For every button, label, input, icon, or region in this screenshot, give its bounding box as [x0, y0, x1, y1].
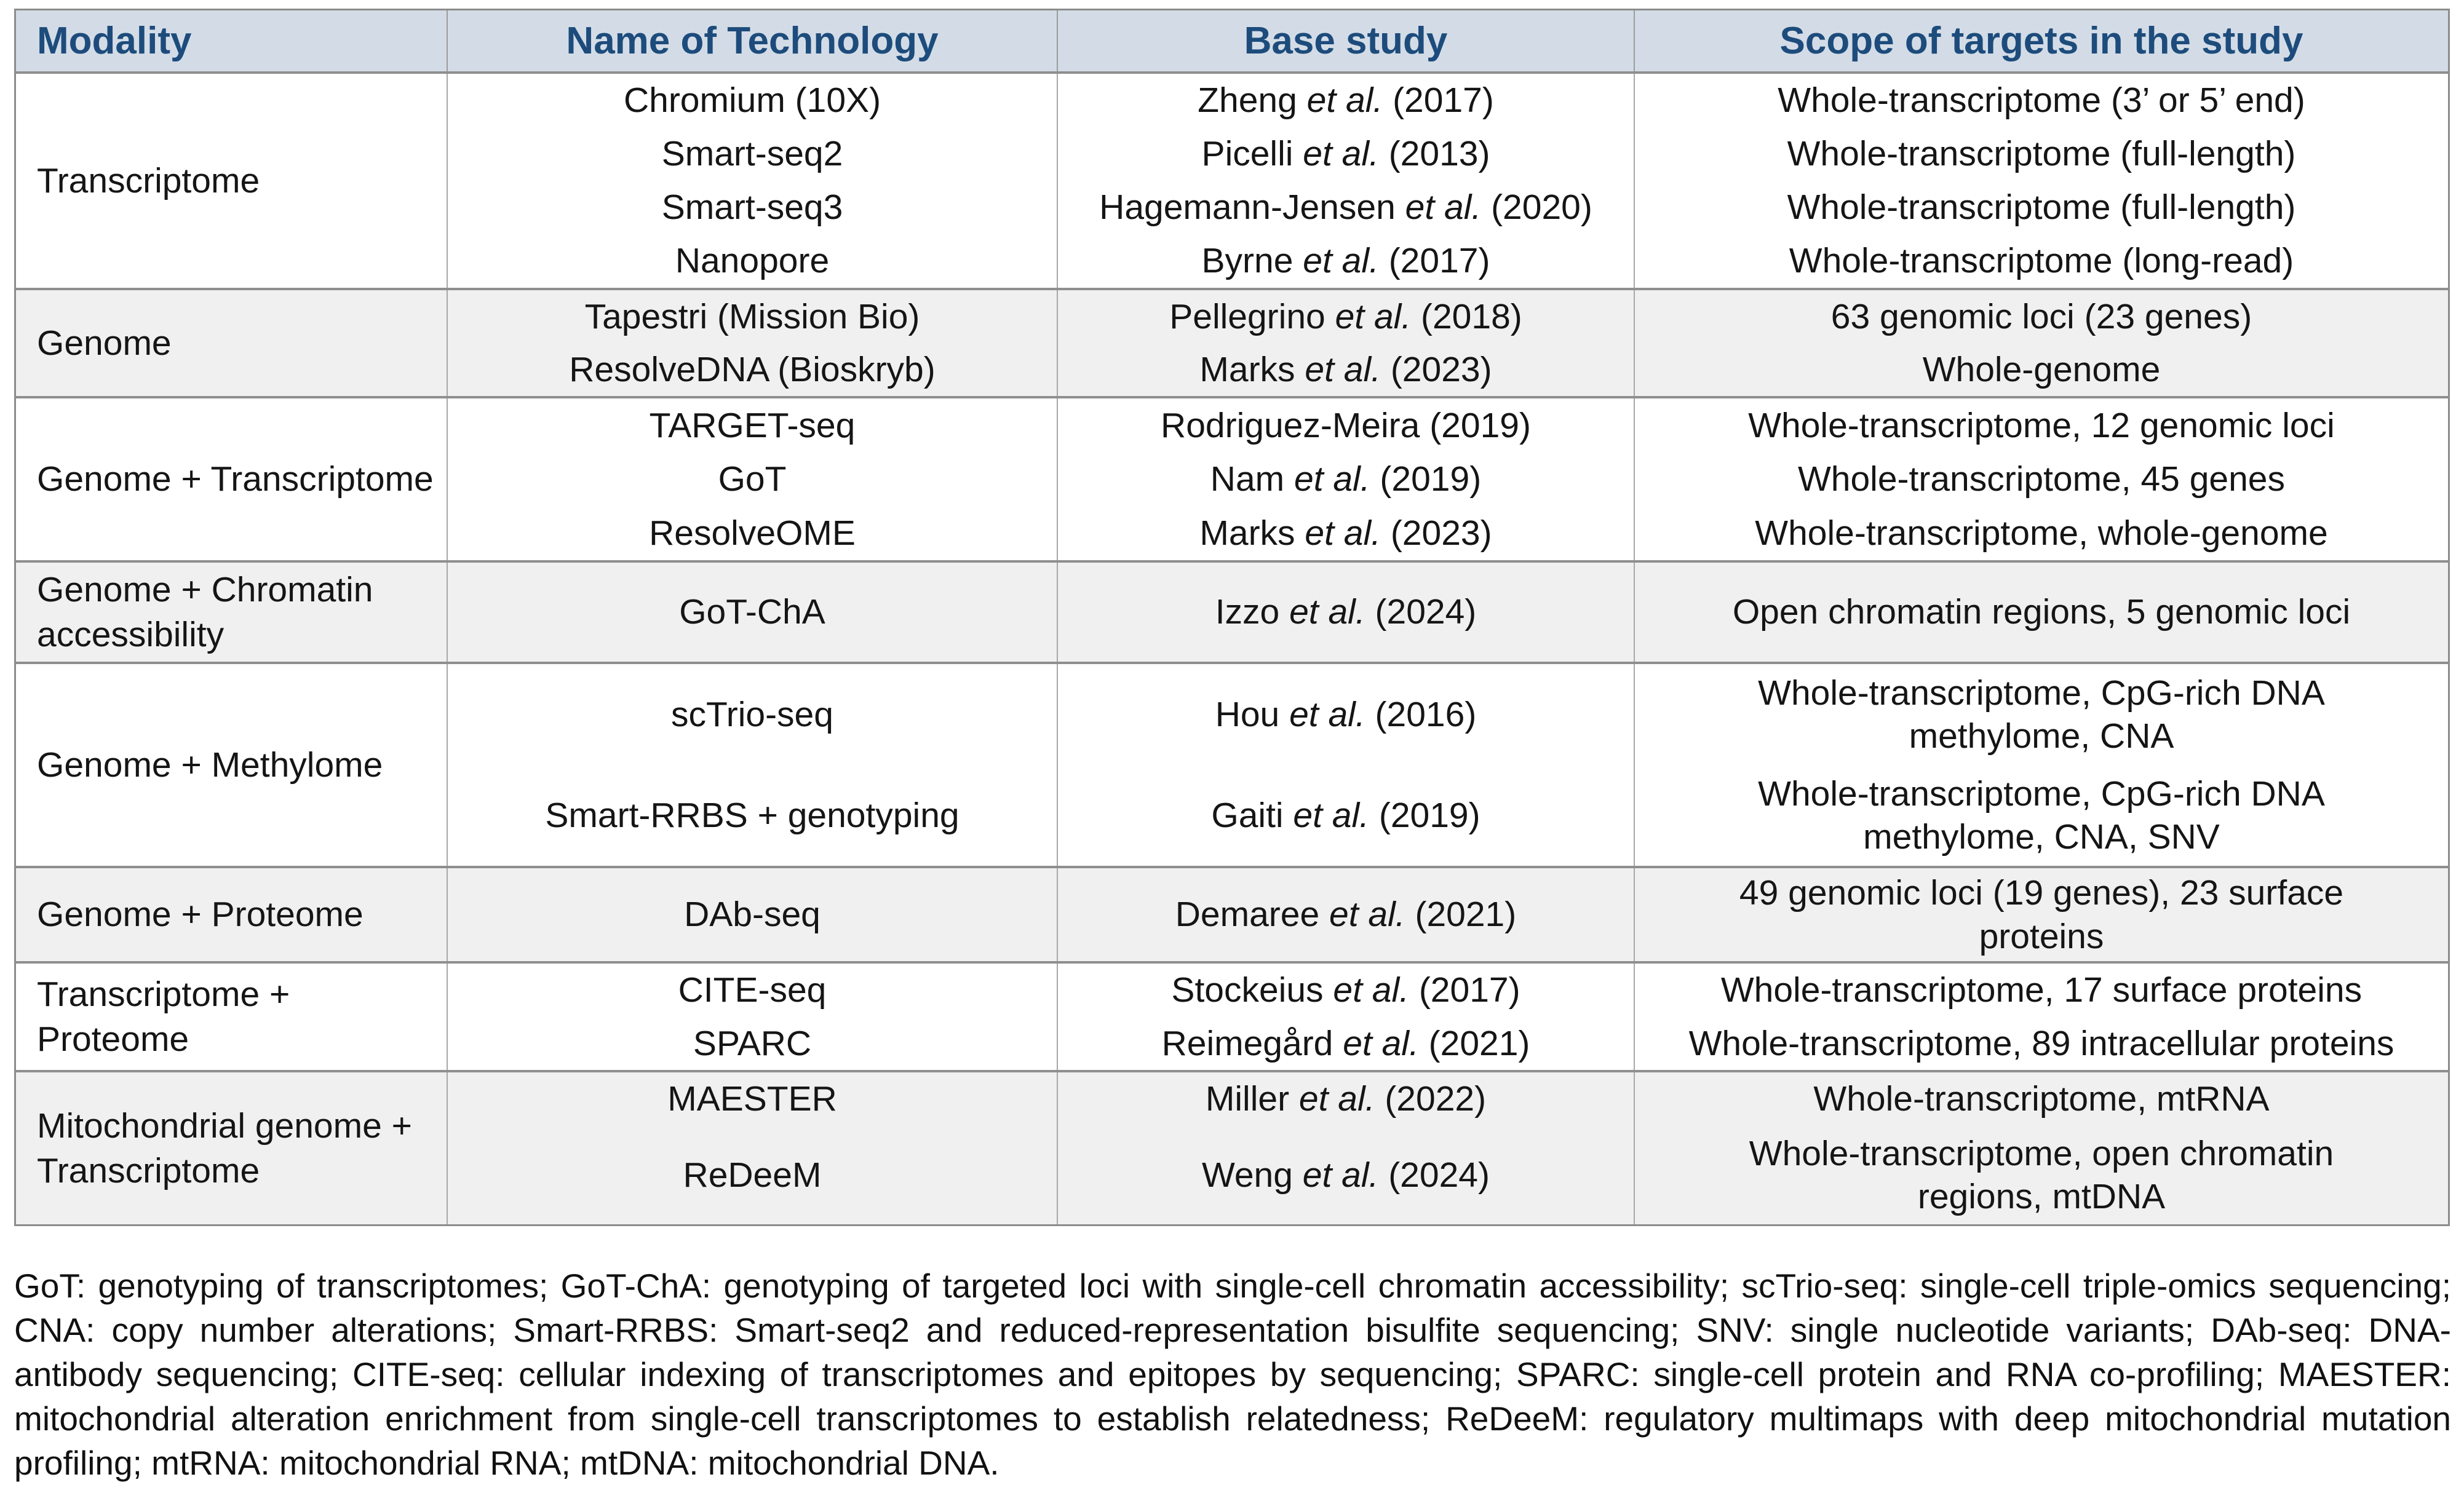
base-study: Demaree et al. (2021) [1175, 895, 1517, 935]
base-study-column: Hou et al. (2016) Gaiti et al. (2019) [1057, 664, 1634, 866]
scope-column: Whole-transcriptome, mtRNA Whole-transcr… [1634, 1072, 2448, 1224]
table-header-row: Modality Name of Technology Base study S… [16, 10, 2448, 71]
modality-label: Genome + Chromatin accessibility [37, 569, 373, 654]
technology-name: Chromium (10X) [623, 81, 881, 121]
scope-of-targets: 63 genomic loci (23 genes) [1830, 296, 2252, 336]
scope-column: Whole-transcriptome, 12 genomic loci Who… [1634, 398, 2448, 560]
base-study-column: Stockeius et al. (2017) Reimegård et al.… [1057, 964, 1634, 1070]
technology-name: ResolveDNA (Bioskryb) [569, 349, 936, 389]
scope-of-targets: Whole-transcriptome, 17 surface proteins [1720, 970, 2363, 1010]
technology-name: SPARC [693, 1023, 812, 1063]
base-study: Gaiti et al. (2019) [1211, 795, 1480, 835]
modality-label: Genome + Proteome [37, 895, 364, 935]
technology-name: TARGET-seq [649, 405, 856, 445]
technology-name: Smart-seq3 [661, 188, 843, 228]
row-group-genome-transcriptome: Genome + Transcriptome TARGET-seq GoT Re… [16, 396, 2448, 560]
scope-of-targets: Whole-transcriptome, 89 intracellular pr… [1688, 1023, 2394, 1063]
abbreviations-footnote: GoT: genotyping of transcriptomes; GoT-C… [14, 1267, 2451, 1482]
scope-column: 49 genomic loci (19 genes), 23 surface p… [1634, 868, 2448, 961]
row-group-genome: Genome Tapestri (Mission Bio) ResolveDNA… [16, 288, 2448, 396]
scope-of-targets: Whole-transcriptome (long-read) [1789, 241, 2294, 281]
base-study: Pellegrino et al. (2018) [1169, 296, 1522, 336]
row-group-transcriptome-proteome: Transcriptome + Proteome CITE-seq SPARC … [16, 961, 2448, 1070]
technology-column: TARGET-seq GoT ResolveOME [447, 398, 1057, 560]
base-study: Picelli et al. (2013) [1201, 134, 1490, 174]
technology-column: scTrio-seq Smart-RRBS + genotyping [447, 664, 1057, 866]
technology-name: Smart-seq2 [661, 134, 843, 174]
technology-name: Tapestri (Mission Bio) [584, 296, 920, 336]
base-study: Izzo et al. (2024) [1215, 592, 1477, 632]
row-group-genome-proteome: Genome + Proteome DAb-seq Demaree et al.… [16, 866, 2448, 961]
base-study: Byrne et al. (2017) [1201, 241, 1490, 281]
header-base-study: Base study [1057, 10, 1634, 71]
technology-column: Chromium (10X) Smart-seq2 Smart-seq3 Nan… [447, 74, 1057, 288]
technology-name: DAb-seq [684, 895, 821, 935]
base-study-column: Rodriguez-Meira (2019) Nam et al. (2019)… [1057, 398, 1634, 560]
base-study: Miller et al. (2022) [1205, 1079, 1487, 1119]
base-study: Marks et al. (2023) [1199, 349, 1492, 389]
technology-name: GoT [718, 459, 787, 499]
base-study-column: Zheng et al. (2017) Picelli et al. (2013… [1057, 74, 1634, 288]
base-study: Stockeius et al. (2017) [1171, 970, 1520, 1010]
scope-of-targets: Whole-genome [1922, 349, 2161, 389]
technology-name: MAESTER [667, 1079, 837, 1119]
modality-label: Mitochondrial genome + Transcriptome [37, 1106, 412, 1190]
modality-label: Genome + Methylome [37, 745, 383, 785]
scope-of-targets: Whole-transcriptome, 45 genes [1797, 459, 2286, 499]
base-study-column: Izzo et al. (2024) [1057, 563, 1634, 662]
row-group-genome-methylome: Genome + Methylome scTrio-seq Smart-RRBS… [16, 662, 2448, 866]
modality-label: Genome [37, 323, 172, 363]
modality-label: Transcriptome + Proteome [37, 974, 290, 1059]
scope-of-targets: Whole-transcriptome, open chromatin regi… [1749, 1133, 2334, 1216]
technology-name: ReDeeM [683, 1155, 822, 1195]
technology-name: CITE-seq [678, 970, 827, 1010]
modality-label: Transcriptome [37, 160, 260, 200]
scope-column: Whole-transcriptome, 17 surface proteins… [1634, 964, 2448, 1070]
scope-of-targets: Whole-transcriptome, CpG-rich DNA methyl… [1758, 673, 2325, 756]
scope-of-targets: Whole-transcriptome, CpG-rich DNA methyl… [1758, 774, 2325, 857]
scope-column: Whole-transcriptome, CpG-rich DNA methyl… [1634, 664, 2448, 866]
base-study: Weng et al. (2024) [1202, 1155, 1490, 1195]
modality-label: Genome + Transcriptome [37, 459, 434, 499]
scope-of-targets: Whole-transcriptome (full-length) [1787, 188, 2296, 228]
technology-column: DAb-seq [447, 868, 1057, 961]
scope-column: Whole-transcriptome (3’ or 5’ end) Whole… [1634, 74, 2448, 288]
base-study: Nam et al. (2019) [1210, 459, 1482, 499]
row-group-transcriptome: Transcriptome Chromium (10X) Smart-seq2 … [16, 71, 2448, 288]
technology-name: scTrio-seq [671, 694, 833, 734]
technology-column: CITE-seq SPARC [447, 964, 1057, 1070]
technology-column: GoT-ChA [447, 563, 1057, 662]
scope-of-targets: 49 genomic loci (19 genes), 23 surface p… [1739, 873, 2344, 956]
technology-column: MAESTER ReDeeM [447, 1072, 1057, 1224]
scope-of-targets: Open chromatin regions, 5 genomic loci [1732, 592, 2351, 632]
row-group-mitochondrial: Mitochondrial genome + Transcriptome MAE… [16, 1070, 2448, 1224]
technology-table: Modality Name of Technology Base study S… [14, 9, 2450, 1226]
base-study: Reimegård et al. (2021) [1161, 1023, 1530, 1063]
scope-of-targets: Whole-transcriptome, whole-genome [1755, 513, 2328, 553]
header-scope: Scope of targets in the study [1634, 10, 2448, 71]
base-study: Marks et al. (2023) [1199, 513, 1492, 553]
technology-name: Smart-RRBS + genotyping [545, 795, 960, 835]
base-study-column: Pellegrino et al. (2018) Marks et al. (2… [1057, 290, 1634, 396]
technology-name: GoT-ChA [679, 592, 825, 632]
technology-column: Tapestri (Mission Bio) ResolveDNA (Biosk… [447, 290, 1057, 396]
scope-of-targets: Whole-transcriptome, 12 genomic loci [1748, 405, 2335, 445]
scope-of-targets: Whole-transcriptome (3’ or 5’ end) [1778, 81, 2305, 121]
base-study: Rodriguez-Meira (2019) [1161, 405, 1531, 445]
scope-column: 63 genomic loci (23 genes) Whole-genome [1634, 290, 2448, 396]
base-study-column: Demaree et al. (2021) [1057, 868, 1634, 961]
header-modality: Modality [37, 20, 192, 62]
technology-name: Nanopore [675, 241, 830, 281]
header-technology: Name of Technology [447, 10, 1057, 71]
technology-name: ResolveOME [649, 513, 856, 553]
scope-of-targets: Whole-transcriptome, mtRNA [1813, 1079, 2270, 1119]
base-study: Zheng et al. (2017) [1198, 81, 1494, 121]
base-study: Hagemann-Jensen et al. (2020) [1099, 188, 1592, 228]
scope-column: Open chromatin regions, 5 genomic loci [1634, 563, 2448, 662]
base-study: Hou et al. (2016) [1215, 694, 1477, 734]
row-group-genome-chromatin: Genome + Chromatin accessibility GoT-ChA… [16, 560, 2448, 662]
base-study-column: Miller et al. (2022) Weng et al. (2024) [1057, 1072, 1634, 1224]
scope-of-targets: Whole-transcriptome (full-length) [1787, 134, 2296, 174]
